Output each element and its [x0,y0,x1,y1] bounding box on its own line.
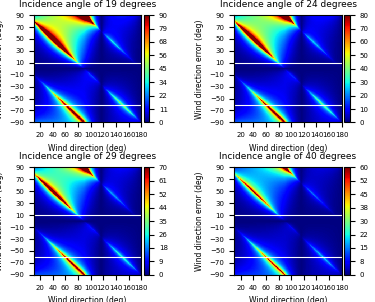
Title: Incidence angle of 19 degrees: Incidence angle of 19 degrees [19,0,156,9]
X-axis label: Wind direction (deg): Wind direction (deg) [48,296,127,302]
Title: Incidence angle of 29 degrees: Incidence angle of 29 degrees [19,152,156,161]
X-axis label: Wind direction (deg): Wind direction (deg) [249,296,327,302]
X-axis label: Wind direction (deg): Wind direction (deg) [249,144,327,153]
Title: Incidence angle of 24 degrees: Incidence angle of 24 degrees [219,0,357,9]
Y-axis label: Wind direction error (deg): Wind direction error (deg) [195,172,204,271]
Title: Incidence angle of 40 degrees: Incidence angle of 40 degrees [219,152,357,161]
Y-axis label: Wind direction error (deg): Wind direction error (deg) [0,19,4,118]
Y-axis label: Wind direction error (deg): Wind direction error (deg) [195,19,204,118]
X-axis label: Wind direction (deg): Wind direction (deg) [48,144,127,153]
Y-axis label: Wind direction error (deg): Wind direction error (deg) [0,172,4,271]
